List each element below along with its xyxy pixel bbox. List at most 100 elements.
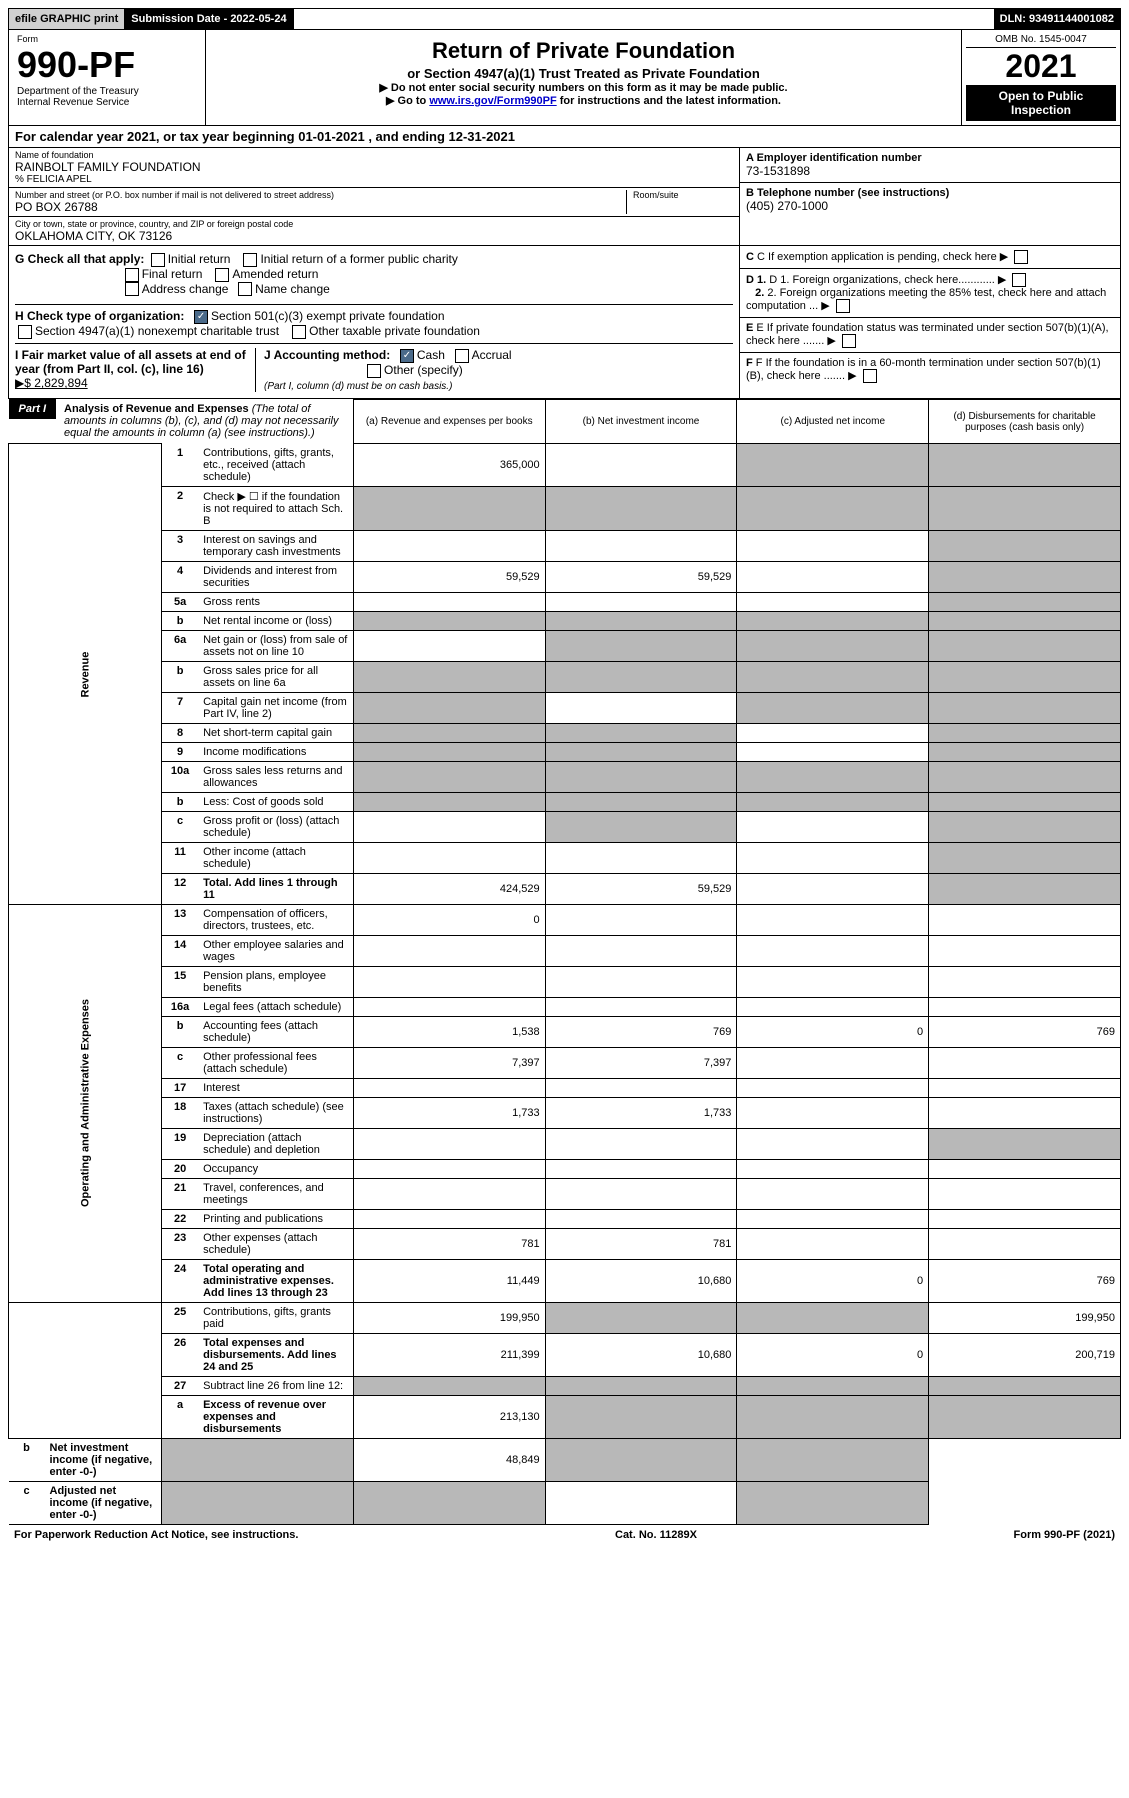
cell-d xyxy=(929,761,1121,792)
cell-a: 1,733 xyxy=(353,1097,545,1128)
care-of: % FELICIA APEL xyxy=(15,174,733,185)
cell-b xyxy=(353,1481,545,1524)
cell-d xyxy=(929,592,1121,611)
f-checkbox[interactable] xyxy=(863,369,877,383)
cell-a xyxy=(353,592,545,611)
cell-a: 0 xyxy=(353,904,545,935)
cell-c xyxy=(737,1209,929,1228)
amended-return-checkbox[interactable] xyxy=(215,268,229,282)
instructions-link-row: ▶ Go to www.irs.gov/Form990PF for instru… xyxy=(212,94,955,107)
final-return-checkbox[interactable] xyxy=(125,268,139,282)
cell-b xyxy=(545,1395,737,1438)
col-b-header: (b) Net investment income xyxy=(545,399,737,444)
c-checkbox[interactable] xyxy=(1014,250,1028,264)
4947-checkbox[interactable] xyxy=(18,325,32,339)
cell-c xyxy=(737,561,929,592)
table-row: 7Capital gain net income (from Part IV, … xyxy=(9,692,1121,723)
cell-d: 769 xyxy=(929,1259,1121,1302)
initial-return-checkbox[interactable] xyxy=(151,253,165,267)
name-change-checkbox[interactable] xyxy=(238,282,252,296)
address-change-checkbox[interactable] xyxy=(125,282,139,296)
cell-c xyxy=(737,723,929,742)
cell-d xyxy=(929,561,1121,592)
cell-c xyxy=(737,692,929,723)
cell-a xyxy=(353,1078,545,1097)
accrual-checkbox[interactable] xyxy=(455,349,469,363)
city-label: City or town, state or province, country… xyxy=(15,219,733,229)
cell-c xyxy=(737,444,929,487)
cell-c xyxy=(737,904,929,935)
cell-a xyxy=(162,1438,354,1481)
cell-b: 781 xyxy=(545,1228,737,1259)
cell-a xyxy=(353,1159,545,1178)
cell-d xyxy=(737,1438,929,1481)
initial-former-checkbox[interactable] xyxy=(243,253,257,267)
table-row: 16aLegal fees (attach schedule) xyxy=(9,997,1121,1016)
cell-b xyxy=(545,935,737,966)
cell-d xyxy=(929,742,1121,761)
cell-b xyxy=(545,1128,737,1159)
e-checkbox[interactable] xyxy=(842,334,856,348)
cell-a: 424,529 xyxy=(353,873,545,904)
table-row: 11Other income (attach schedule) xyxy=(9,842,1121,873)
cell-c: 0 xyxy=(737,1259,929,1302)
table-row: 8Net short-term capital gain xyxy=(9,723,1121,742)
501c3-checkbox[interactable] xyxy=(194,310,208,324)
table-row: 5aGross rents xyxy=(9,592,1121,611)
cell-b: 7,397 xyxy=(545,1047,737,1078)
d2-checkbox[interactable] xyxy=(836,299,850,313)
table-row: 4Dividends and interest from securities5… xyxy=(9,561,1121,592)
checkboxes-section: G Check all that apply: Initial return I… xyxy=(8,246,1121,399)
cell-c xyxy=(737,1178,929,1209)
cell-b xyxy=(545,592,737,611)
cell-a xyxy=(353,811,545,842)
cell-c xyxy=(737,792,929,811)
dln-number: DLN: 93491144001082 xyxy=(994,9,1120,29)
irs-link[interactable]: www.irs.gov/Form990PF xyxy=(429,95,556,107)
cell-a: 211,399 xyxy=(353,1333,545,1376)
other-taxable-checkbox[interactable] xyxy=(292,325,306,339)
cell-c: 0 xyxy=(737,1333,929,1376)
table-row: 14Other employee salaries and wages xyxy=(9,935,1121,966)
d1-checkbox[interactable] xyxy=(1012,273,1026,287)
irs-label: Internal Revenue Service xyxy=(17,97,197,108)
cell-a xyxy=(353,1209,545,1228)
page-footer: For Paperwork Reduction Act Notice, see … xyxy=(8,1525,1121,1545)
table-row: 20Occupancy xyxy=(9,1159,1121,1178)
cell-c xyxy=(737,1078,929,1097)
other-method-checkbox[interactable] xyxy=(367,364,381,378)
cell-b: 10,680 xyxy=(545,1259,737,1302)
cell-a xyxy=(353,997,545,1016)
table-row: Revenue1Contributions, gifts, grants, et… xyxy=(9,444,1121,487)
ssn-warning: ▶ Do not enter social security numbers o… xyxy=(212,81,955,94)
cell-c xyxy=(737,1302,929,1333)
cat-number: Cat. No. 11289X xyxy=(615,1529,697,1541)
cell-d xyxy=(929,1128,1121,1159)
efile-print-button[interactable]: efile GRAPHIC print xyxy=(9,9,125,29)
h-label: H Check type of organization: xyxy=(15,309,184,323)
cell-d xyxy=(929,904,1121,935)
cell-d xyxy=(929,692,1121,723)
cell-b xyxy=(545,761,737,792)
cell-c xyxy=(737,873,929,904)
table-row: 19Depreciation (attach schedule) and dep… xyxy=(9,1128,1121,1159)
cell-d xyxy=(929,630,1121,661)
cell-a: 1,538 xyxy=(353,1016,545,1047)
cell-c xyxy=(545,1481,737,1524)
cell-a: 199,950 xyxy=(353,1302,545,1333)
cell-b: 769 xyxy=(545,1016,737,1047)
cell-d xyxy=(929,997,1121,1016)
cell-d xyxy=(929,873,1121,904)
table-row: 18Taxes (attach schedule) (see instructi… xyxy=(9,1097,1121,1128)
col-c-header: (c) Adjusted net income xyxy=(737,399,929,444)
item-d: D 1. D 1. Foreign organizations, check h… xyxy=(740,269,1120,318)
cell-b xyxy=(545,792,737,811)
cell-d xyxy=(737,1481,929,1524)
cell-b: 10,680 xyxy=(545,1333,737,1376)
cell-a xyxy=(353,661,545,692)
i-amount: ▶$ 2,829,894 xyxy=(15,376,88,390)
cell-c xyxy=(737,630,929,661)
part1-label: Part I xyxy=(9,399,57,419)
table-row: 23Other expenses (attach schedule)781781 xyxy=(9,1228,1121,1259)
cash-checkbox[interactable] xyxy=(400,349,414,363)
